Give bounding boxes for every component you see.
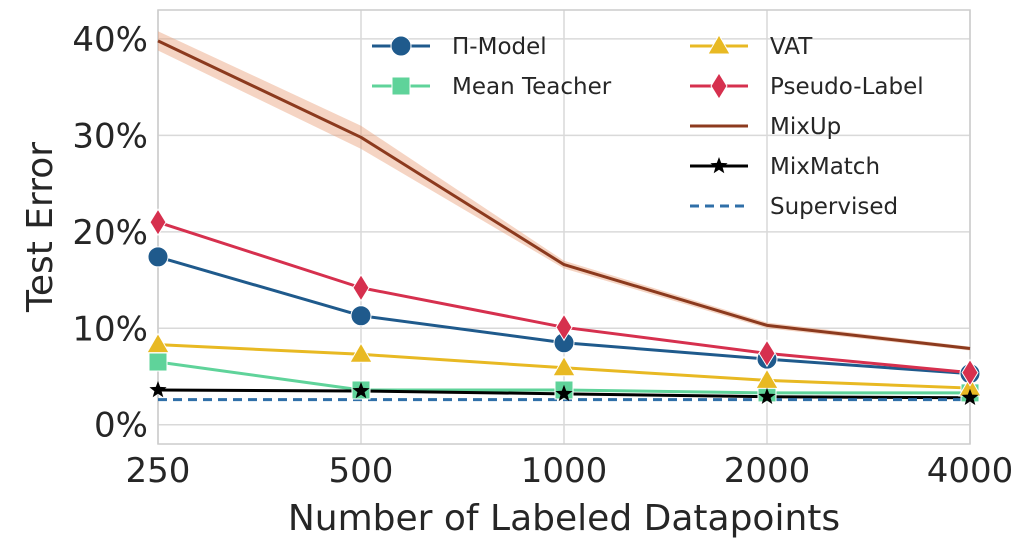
point-pseudo-label-2000 <box>758 339 776 368</box>
legend-marker-mixmatch <box>710 157 728 174</box>
legend-item-mixup: MixUp <box>690 114 841 140</box>
legend-item-supervised: Supervised <box>690 194 898 220</box>
point-vat-250 <box>146 332 170 354</box>
y-tick-label-0: 0% <box>94 406 148 446</box>
point-mixmatch-4000 <box>961 388 979 405</box>
point-model-250 <box>147 246 169 268</box>
legend-label-mixup: MixUp <box>770 114 841 140</box>
point-vat-500 <box>349 342 373 363</box>
point-mixmatch-1000 <box>555 384 573 402</box>
legend-marker-pseudo-label <box>710 72 728 100</box>
x-tick-label-2000: 2000 <box>724 451 811 491</box>
point-mean-teacher-250 <box>148 352 168 372</box>
y-tick-label-40: 40% <box>72 20 148 60</box>
legend-item-model: Π-Model <box>372 34 547 60</box>
legend-marker-model <box>390 35 412 57</box>
point-mixmatch-2000 <box>758 387 776 404</box>
y-axis-title: Test Error <box>20 142 61 313</box>
point-vat-1000 <box>552 355 576 377</box>
x-tick-label-1000: 1000 <box>521 451 608 491</box>
legend: Π-Model Mean Teacher VAT Pseudo-Label MixUp… <box>372 34 924 220</box>
x-tick-label-250: 250 <box>126 451 191 491</box>
y-tick-label-30: 30% <box>72 116 148 156</box>
line-mixup <box>157 39 971 351</box>
legend-column-left: Π-Model Mean Teacher <box>372 34 612 100</box>
point-mixmatch-500 <box>352 382 370 399</box>
legend-label-mixmatch: MixMatch <box>770 154 880 180</box>
legend-label-pseudo-label: Pseudo-Label <box>770 74 924 100</box>
point-pseudo-label-250 <box>149 208 167 237</box>
legend-column-right: VAT Pseudo-Label MixUp MixMatch Supervised <box>690 34 924 220</box>
point-pseudo-label-1000 <box>555 313 573 342</box>
legend-label-model: Π-Model <box>452 34 547 60</box>
point-pseudo-label-500 <box>352 273 370 302</box>
tick-labels: 250 500 1000 2000 4000 0% 10% 20% 30% 40% <box>72 20 1013 491</box>
legend-item-pseudo-label: Pseudo-Label <box>690 72 924 100</box>
legend-item-mixmatch: MixMatch <box>690 154 880 180</box>
legend-marker-mean-teacher <box>391 76 411 96</box>
y-tick-label-10: 10% <box>72 309 148 349</box>
legend-item-mean-teacher: Mean Teacher <box>372 74 612 100</box>
series-markers <box>146 208 982 405</box>
y-tick-label-20: 20% <box>72 213 148 253</box>
legend-label-supervised: Supervised <box>770 194 898 220</box>
x-axis-title: Number of Labeled Datapoints <box>288 498 840 539</box>
legend-marker-vat <box>707 34 731 55</box>
point-model-500 <box>350 305 372 327</box>
point-pseudo-label-4000 <box>961 358 979 387</box>
x-tick-label-4000: 4000 <box>927 451 1014 491</box>
legend-item-vat: VAT <box>690 34 813 60</box>
point-mixmatch-250 <box>149 381 167 398</box>
legend-label-mean-teacher: Mean Teacher <box>452 74 612 100</box>
x-tick-label-500: 500 <box>329 451 394 491</box>
legend-label-vat: VAT <box>770 34 813 60</box>
